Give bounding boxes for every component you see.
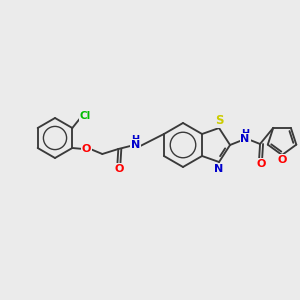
Text: O: O xyxy=(115,164,124,174)
Text: H: H xyxy=(131,135,140,145)
Text: O: O xyxy=(256,159,266,169)
Text: H: H xyxy=(241,129,249,139)
Text: O: O xyxy=(278,155,287,165)
Text: O: O xyxy=(82,144,91,154)
Text: Cl: Cl xyxy=(80,111,91,121)
Text: N: N xyxy=(214,164,224,174)
Text: S: S xyxy=(215,115,223,128)
Text: N: N xyxy=(131,140,140,150)
Text: N: N xyxy=(240,134,250,144)
